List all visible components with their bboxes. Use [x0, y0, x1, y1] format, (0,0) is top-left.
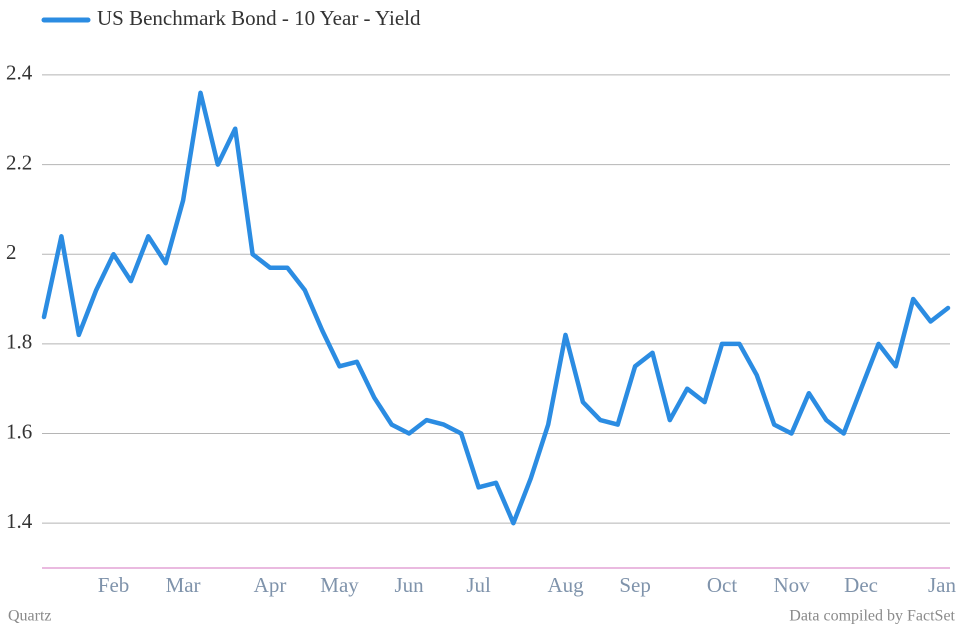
- legend-label: US Benchmark Bond - 10 Year - Yield: [97, 6, 421, 30]
- x-tick-label: Mar: [166, 573, 201, 597]
- y-tick-label: 1.8: [6, 330, 32, 354]
- y-tick-label: 2.2: [6, 150, 32, 174]
- x-tick-label: Jul: [466, 573, 491, 597]
- x-tick-label: Dec: [844, 573, 878, 597]
- x-tick-label: Sep: [619, 573, 651, 597]
- x-tick-label: Jun: [394, 573, 424, 597]
- credit: Quartz: [8, 608, 52, 625]
- x-tick-label: Jan: [928, 573, 956, 597]
- y-tick-label: 1.4: [6, 509, 33, 533]
- x-tick-label: Apr: [254, 573, 287, 597]
- x-tick-label: Nov: [773, 573, 810, 597]
- x-tick-label: Feb: [98, 573, 130, 597]
- y-tick-label: 2: [6, 240, 17, 264]
- x-tick-label: May: [320, 573, 359, 597]
- line-series: [41, 90, 951, 526]
- source: Data compiled by FactSet: [789, 608, 955, 625]
- x-tick-label: Oct: [707, 573, 737, 597]
- x-tick-label: Aug: [547, 573, 584, 597]
- y-tick-label: 2.4: [6, 61, 33, 85]
- y-tick-label: 1.6: [6, 419, 32, 443]
